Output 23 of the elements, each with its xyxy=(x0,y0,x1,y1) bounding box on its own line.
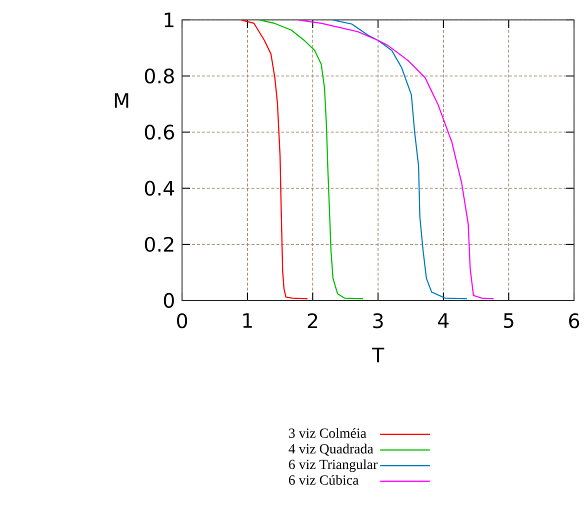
x-tick-label: 0 xyxy=(177,313,188,328)
line-series xyxy=(332,20,468,300)
legend-label: 4 viz Quadrada xyxy=(288,444,374,456)
y-tick-label: 0 xyxy=(164,292,174,308)
x-tick-label: 1 xyxy=(243,313,252,328)
line-series xyxy=(258,20,364,300)
y-tick-label: 1 xyxy=(164,12,174,28)
legend-label: 6 viz Triangular xyxy=(288,459,378,472)
x-tick-label: 3 xyxy=(373,313,383,328)
legend-label: 6 viz Cúbica xyxy=(288,474,359,485)
line-series xyxy=(240,20,308,300)
y-axis-title: M xyxy=(114,93,128,108)
line-series xyxy=(297,20,494,300)
x-tick-label: 2 xyxy=(308,313,318,328)
y-tick-label: 0.6 xyxy=(144,124,174,140)
y-tick-label: 0.8 xyxy=(144,68,174,84)
x-tick-label: 5 xyxy=(504,313,514,328)
legend-label: 3 viz Colméia xyxy=(289,428,366,438)
x-axis-title: T xyxy=(372,348,384,362)
y-tick-label: 0.2 xyxy=(144,236,174,252)
x-tick-label: 6 xyxy=(569,313,580,328)
y-tick-label: 0.4 xyxy=(144,180,174,196)
x-tick-label: 4 xyxy=(438,313,449,328)
